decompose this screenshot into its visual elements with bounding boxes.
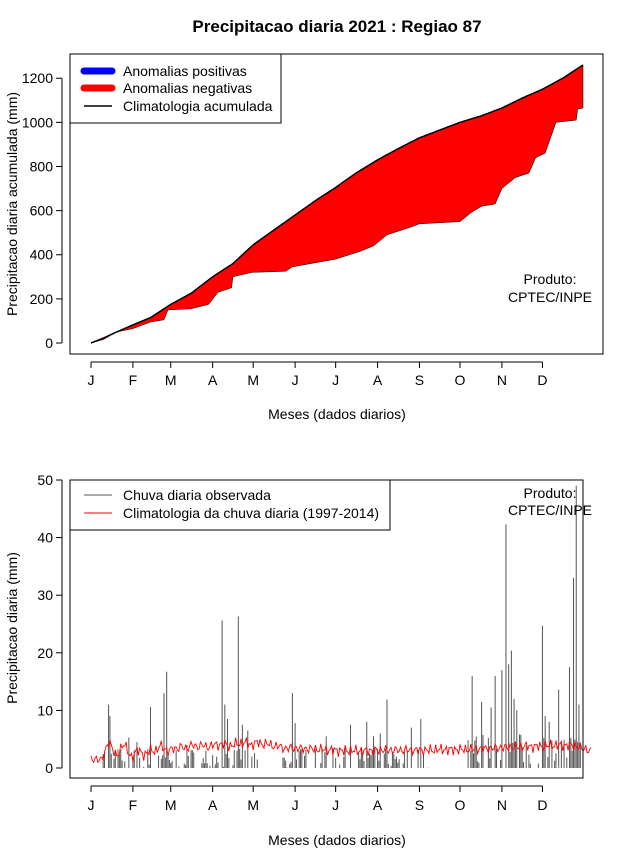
x-tick-label: O [455, 797, 466, 813]
y-tick-label: 200 [30, 291, 54, 307]
x-tick-label: A [208, 797, 218, 813]
y-axis-label-top: Precipitacao diaria acumulada (mm) [4, 92, 20, 316]
x-tick-label: J [88, 372, 95, 388]
x-tick-label: J [332, 372, 339, 388]
climatology-daily-line [90, 737, 592, 764]
y-tick-label: 400 [30, 247, 54, 263]
x-tick-label: J [88, 797, 95, 813]
legend-label-observed: Chuva diaria observada [123, 487, 271, 503]
y-tick-label: 50 [37, 472, 53, 488]
product-note-line1-bottom: Produto: [524, 485, 577, 501]
plot-frame-top [69, 53, 604, 355]
x-tick-label: N [497, 797, 507, 813]
legend-label-negative: Anomalias negativas [123, 80, 252, 96]
x-tick-label: A [373, 372, 383, 388]
y-axis-bottom: 0 10 20 30 40 50 [37, 472, 63, 776]
x-tick-label: A [208, 372, 218, 388]
x-axis-label-bottom: Meses (dados diarios) [268, 832, 406, 848]
y-axis-label-bottom: Precipitacao diaria (mm) [4, 552, 20, 704]
x-tick-label: N [497, 372, 507, 388]
legend-box-bottom [69, 479, 391, 531]
x-axis-label-top: Meses (dados diarios) [268, 406, 406, 422]
y-tick-label: 0 [45, 335, 53, 351]
x-tick-label: D [537, 797, 547, 813]
legend-top: Anomalias positivas Anomalias negativas … [69, 53, 282, 124]
x-tick-label: F [129, 372, 138, 388]
y-tick-label: 600 [30, 203, 54, 219]
x-tick-label: A [373, 797, 383, 813]
x-tick-label: O [455, 372, 466, 388]
x-tick-label: J [332, 797, 339, 813]
y-tick-label: 1200 [22, 70, 53, 86]
x-tick-label: D [537, 372, 547, 388]
x-tick-label: M [247, 797, 259, 813]
y-tick-label: 40 [37, 530, 53, 546]
y-axis-top: 0 200 400 600 800 1000 1200 [22, 70, 63, 351]
chart-title: Precipitacao diaria 2021 : Regiao 87 [192, 17, 481, 36]
y-tick-label: 10 [37, 702, 53, 718]
legend-bottom: Chuva diaria observada Climatologia da c… [69, 479, 391, 531]
legend-label-climatology-daily: Climatologia da chuva diaria (1997-2014) [123, 505, 379, 521]
daily-panel: 0 10 20 30 40 50 J F M A M J J A S O N D Precipitacao di… [4, 472, 592, 848]
legend-label-climatology: Climatologia acumulada [123, 98, 273, 114]
x-tick-label: S [415, 797, 424, 813]
y-tick-label: 20 [37, 645, 53, 661]
climatology-cumulative-line [90, 64, 584, 344]
x-tick-label: J [292, 372, 299, 388]
product-note-line2-top: CPTEC/INPE [508, 289, 592, 305]
cumulative-panel: 0 200 400 600 800 1000 1200 J F M A M J J A S O N D Preci… [4, 53, 604, 422]
x-tick-label: J [292, 797, 299, 813]
y-tick-label: 30 [37, 587, 53, 603]
x-tick-label: S [415, 372, 424, 388]
y-tick-label: 800 [30, 158, 54, 174]
y-tick-label: 1000 [22, 114, 53, 130]
legend-label-positive: Anomalias positivas [123, 63, 247, 79]
x-tick-label: M [247, 372, 259, 388]
y-tick-label: 0 [45, 760, 53, 776]
x-tick-label: F [129, 797, 138, 813]
x-tick-label: M [165, 797, 177, 813]
product-note-line2-bottom: CPTEC/INPE [508, 502, 592, 518]
product-note-line1-top: Produto: [524, 271, 577, 287]
x-tick-label: M [165, 372, 177, 388]
